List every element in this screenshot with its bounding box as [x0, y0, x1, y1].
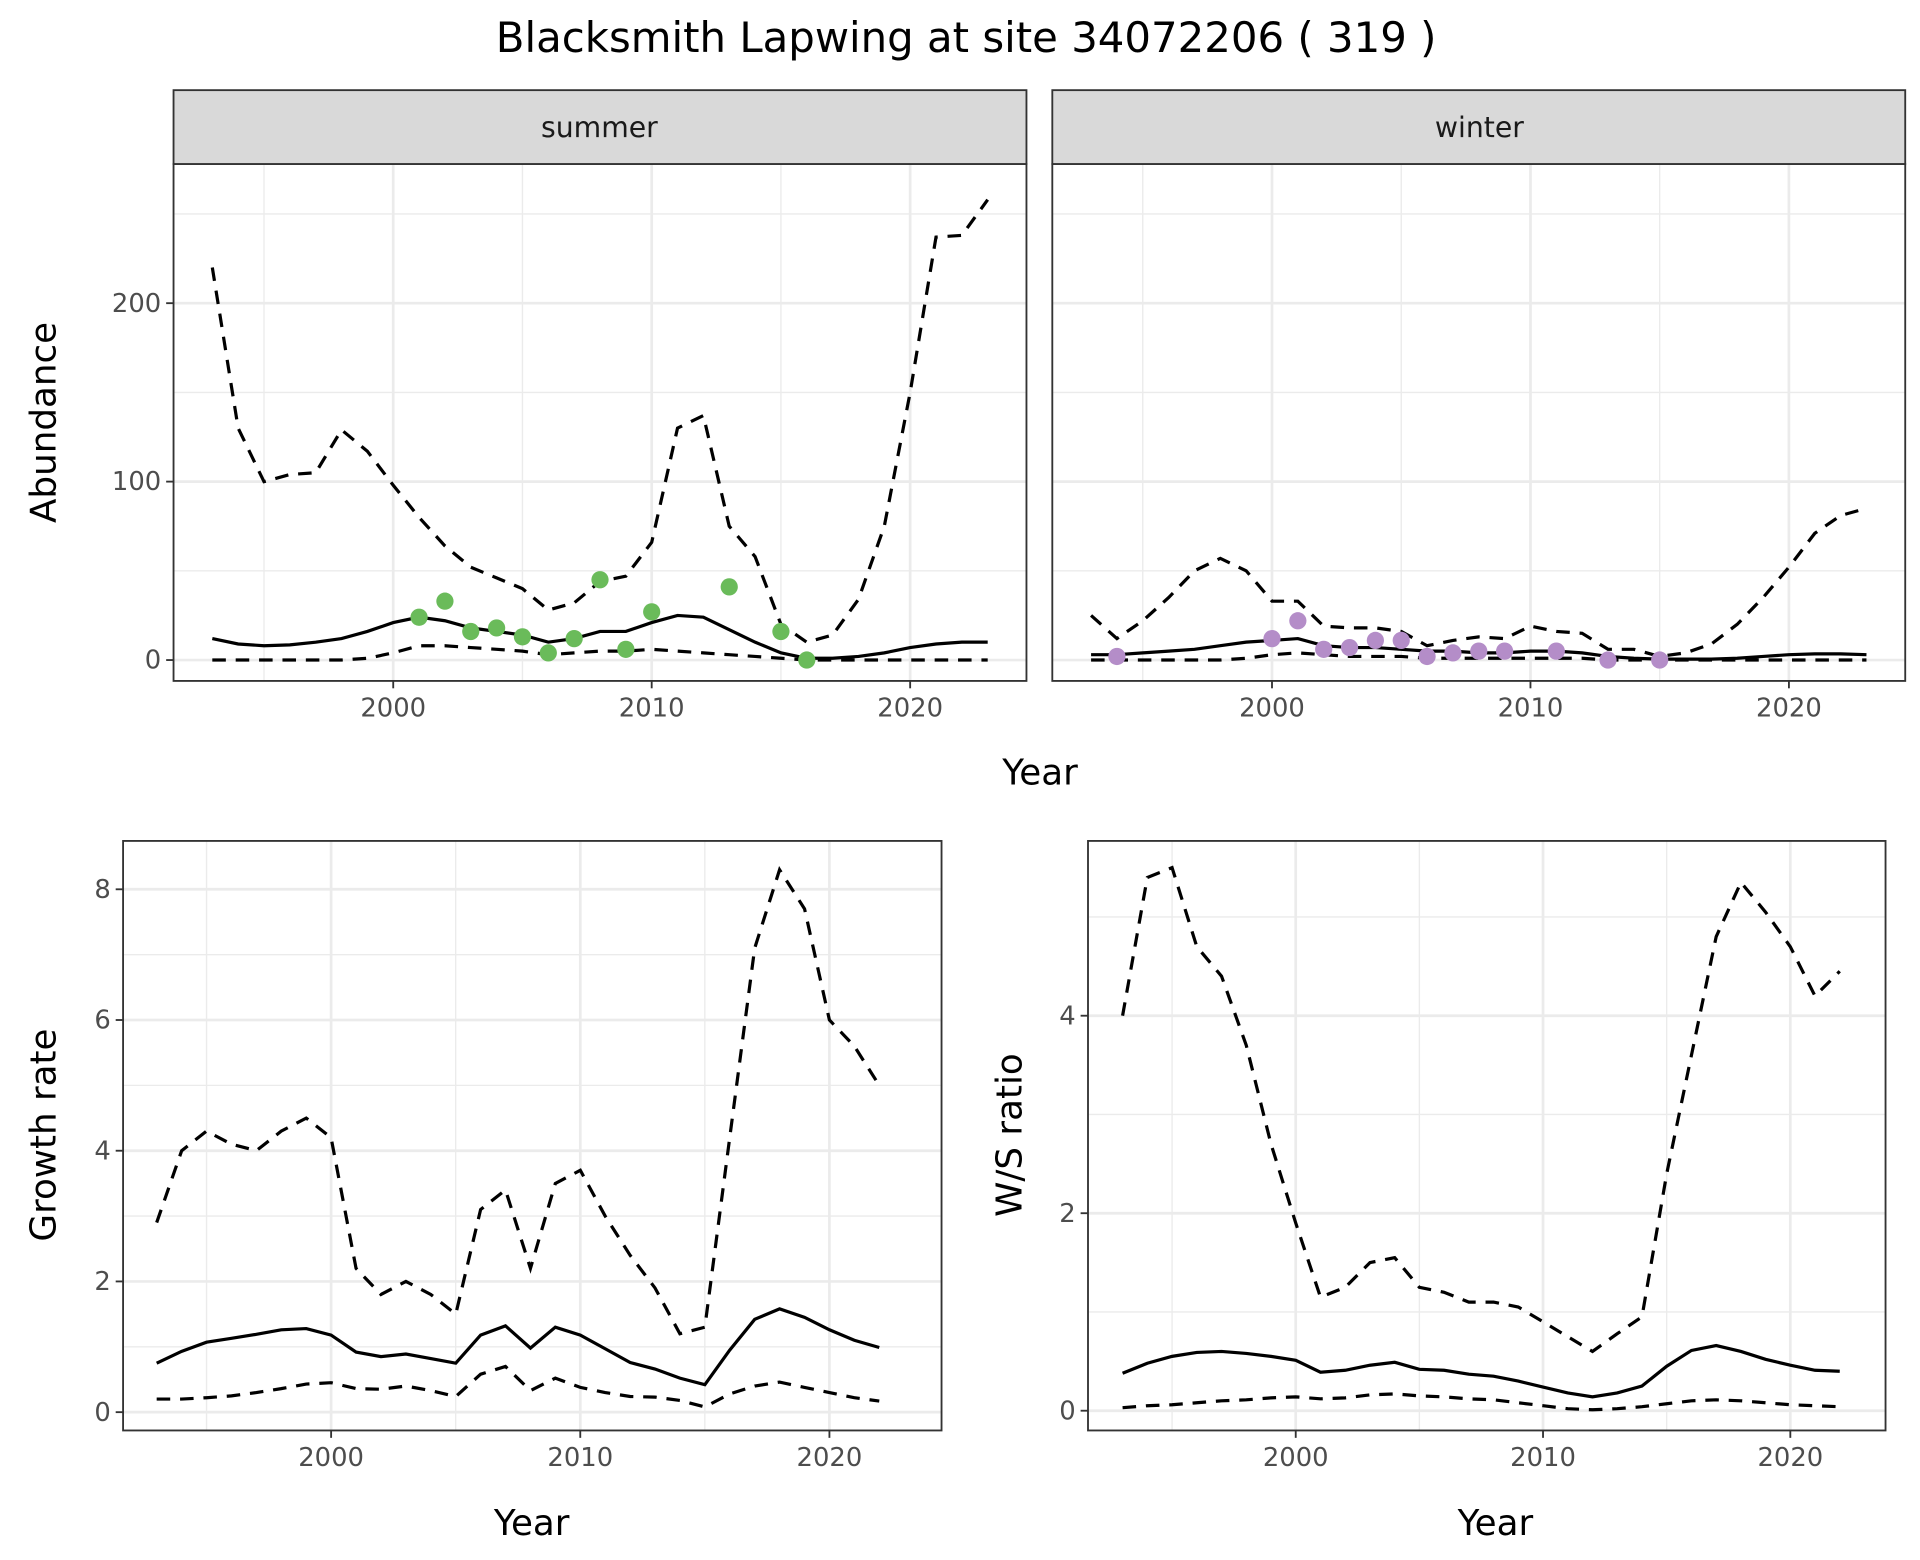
data-point — [1444, 644, 1462, 662]
panel-background — [173, 164, 1027, 681]
data-point — [436, 592, 454, 610]
summer-strip-label: summer — [541, 111, 658, 144]
panel-summer: 2000 2010 2020 0 100 200 — [112, 89, 1028, 724]
data-point — [565, 630, 583, 648]
x-tick-label: 2020 — [1757, 1443, 1823, 1473]
x-tick-label: 2010 — [1498, 694, 1564, 724]
lower-bound-line — [156, 1364, 880, 1409]
abundance-x-label: Year — [1001, 752, 1078, 793]
x-tick-label: 2000 — [1263, 1443, 1329, 1473]
x-tick-label: 2010 — [1510, 1443, 1576, 1473]
facet-strip — [1051, 89, 1907, 165]
chart-title: Blacksmith Lapwing at site 34072206 ( 31… — [496, 13, 1437, 62]
data-point — [798, 651, 816, 669]
data-point — [1392, 631, 1410, 650]
data-point — [591, 571, 609, 589]
data-point — [462, 622, 480, 641]
facet-strip — [172, 89, 1028, 165]
x-tick-label: 2000 — [298, 1443, 364, 1473]
data-point — [772, 622, 790, 641]
y-tick-label: 4 — [1059, 1001, 1075, 1031]
median-line — [211, 613, 988, 660]
panel-background — [123, 840, 942, 1431]
data-point — [1315, 640, 1333, 658]
panel-background — [1088, 840, 1886, 1431]
x-tick-label: 2010 — [547, 1443, 613, 1473]
growth-x-label: Year — [493, 1503, 570, 1544]
data-point — [1651, 651, 1669, 669]
data-point — [410, 608, 428, 626]
data-point — [1470, 642, 1488, 660]
y-tick-label: 0 — [1059, 1396, 1075, 1426]
y-tick-label: 2 — [94, 1267, 110, 1297]
y-tick-label: 200 — [112, 289, 161, 319]
y-tick-label: 0 — [94, 1398, 110, 1428]
y-tick-label: 4 — [94, 1136, 110, 1166]
panel-w-s-ratio: 2000 2010 2020 0 2 4 — [1059, 840, 1887, 1473]
x-tick-label: 2000 — [1239, 694, 1305, 724]
lower-bound-line — [1091, 651, 1867, 662]
data-point — [617, 640, 635, 658]
abundance-y-label: Abundance — [23, 322, 64, 523]
data-point — [643, 603, 661, 621]
upper-bound-line — [1090, 506, 1867, 659]
data-point — [720, 578, 738, 596]
data-point — [1263, 630, 1281, 648]
x-tick-label: 2020 — [797, 1443, 863, 1473]
data-point — [1547, 642, 1565, 660]
y-tick-label: 6 — [94, 1006, 110, 1036]
data-point — [1496, 642, 1514, 660]
data-point — [1340, 638, 1359, 657]
data-point — [488, 619, 506, 637]
x-tick-label: 2000 — [360, 694, 426, 724]
panel-background — [1052, 164, 1906, 681]
data-point — [1108, 647, 1126, 666]
y-tick-label: 100 — [112, 467, 161, 497]
lower-bound-line — [212, 644, 988, 662]
ws-y-label: W/S ratio — [990, 1053, 1031, 1217]
data-point — [1418, 647, 1436, 666]
median-line — [155, 1307, 880, 1387]
lower-bound-line — [1122, 1392, 1840, 1412]
data-point — [513, 628, 532, 646]
median-line — [1121, 1343, 1840, 1399]
data-point — [539, 644, 557, 662]
ws-x-label: Year — [1457, 1503, 1534, 1544]
panel-border — [122, 840, 943, 1432]
y-tick-label: 8 — [94, 875, 110, 905]
y-tick-label: 2 — [1059, 1199, 1075, 1229]
x-tick-label: 2020 — [1756, 694, 1822, 724]
panel-growth-rate: 2000 2010 2020 0 2 4 6 8 — [94, 840, 943, 1473]
data-point — [1599, 651, 1617, 669]
upper-bound-line — [155, 865, 881, 1336]
panel-border — [1087, 840, 1887, 1432]
growth-y-label: Growth rate — [23, 1029, 64, 1242]
x-tick-label: 2020 — [877, 694, 943, 724]
x-tick-label: 2010 — [619, 694, 685, 724]
winter-strip-label: winter — [1435, 111, 1524, 144]
data-point — [1366, 631, 1384, 650]
panel-winter: 2000 2010 2020 — [1051, 89, 1907, 724]
data-point — [1289, 612, 1307, 630]
y-tick-label: 0 — [145, 646, 161, 676]
